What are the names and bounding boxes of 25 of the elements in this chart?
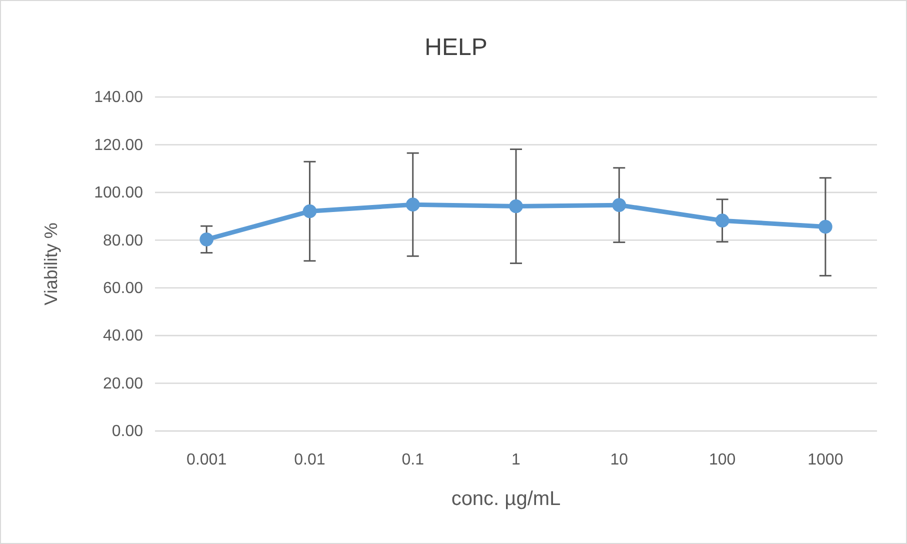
y-tick-label: 40.00 <box>102 328 144 345</box>
point <box>715 214 730 228</box>
x-tick-label: 1000 <box>808 451 844 468</box>
x-axis-title: conc. µg/mL <box>451 488 561 510</box>
y-tick-label: 140.00 <box>94 89 144 106</box>
y-tick-label: 120.00 <box>94 136 144 154</box>
y-tick-label: 100.00 <box>94 184 144 202</box>
y-tick-label: 60.00 <box>102 280 144 297</box>
x-tick-label: 100 <box>708 451 736 468</box>
y-tick-label: 0.00 <box>112 423 144 440</box>
point <box>200 232 214 246</box>
point <box>509 199 523 214</box>
x-tick-label: 0.01 <box>294 451 326 468</box>
y-tick-label: 80.00 <box>102 232 144 250</box>
y-tick-label: 20.00 <box>102 375 144 392</box>
point <box>612 198 626 212</box>
x-tick-label: 0.001 <box>186 451 227 468</box>
point <box>302 204 317 218</box>
point <box>818 220 832 234</box>
y-axis-title: Viability % <box>41 222 61 306</box>
x-tick-label: 10 <box>610 451 628 468</box>
x-tick-label: 0.1 <box>402 451 424 468</box>
x-tick-label: 1 <box>512 451 521 468</box>
point <box>406 198 420 212</box>
chart-title: HELP <box>424 34 488 61</box>
